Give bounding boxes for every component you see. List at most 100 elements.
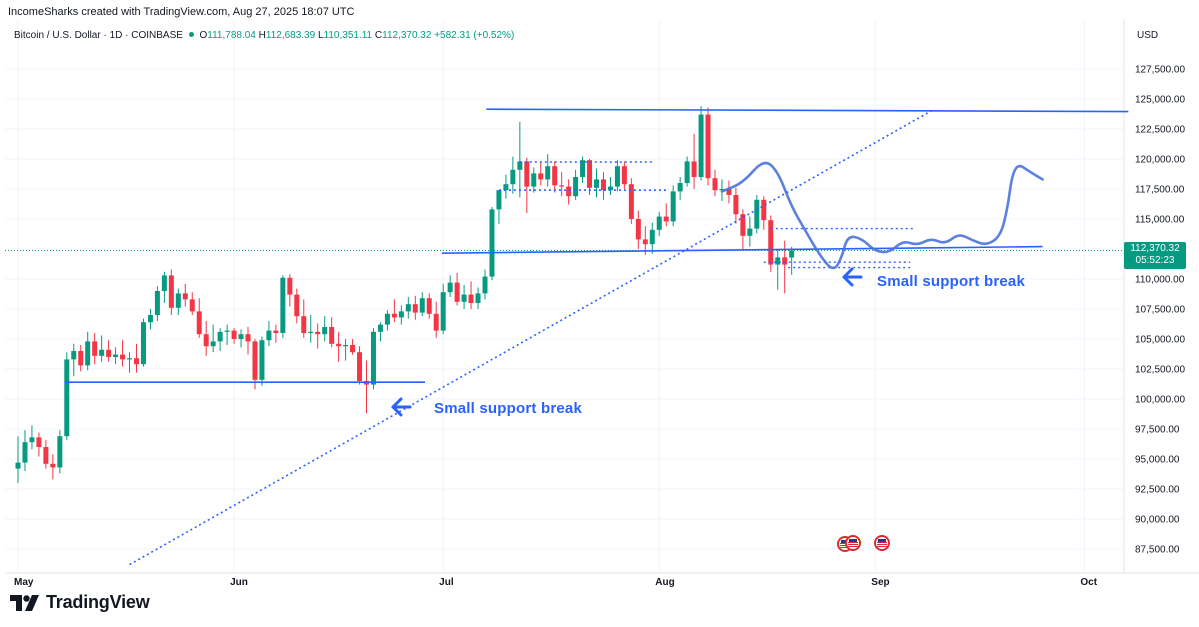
candle-body bbox=[440, 292, 446, 331]
candle bbox=[182, 283, 188, 307]
candle bbox=[747, 216, 753, 247]
candle-body bbox=[670, 191, 676, 222]
candle-body bbox=[85, 341, 91, 366]
economic-event-flag-icon[interactable] bbox=[874, 535, 890, 551]
candle bbox=[573, 169, 579, 200]
candle bbox=[99, 335, 105, 362]
y-tick-label: 87,500.00 bbox=[1135, 545, 1180, 556]
candle bbox=[447, 275, 453, 297]
candle bbox=[433, 301, 439, 338]
candle-body bbox=[64, 359, 70, 437]
candle-body bbox=[266, 330, 272, 341]
candle-body bbox=[168, 275, 174, 308]
y-tick-label: 115,000.00 bbox=[1135, 215, 1185, 226]
candle-body bbox=[712, 178, 718, 191]
candle-body bbox=[649, 229, 655, 245]
y-tick-label: 127,500.00 bbox=[1135, 65, 1185, 76]
candle-body bbox=[559, 185, 565, 187]
candle-body bbox=[189, 299, 195, 312]
candle bbox=[733, 187, 739, 224]
candle-body bbox=[426, 298, 432, 314]
candle bbox=[50, 454, 56, 480]
candle-body bbox=[719, 189, 725, 191]
candle bbox=[315, 323, 321, 349]
candle-body bbox=[357, 352, 363, 381]
candle bbox=[384, 310, 390, 331]
symbol-name[interactable]: Bitcoin / U.S. Dollar · 1D · COINBASE bbox=[14, 30, 183, 41]
candle bbox=[64, 352, 70, 440]
resistance-line bbox=[486, 108, 1129, 113]
candle bbox=[71, 343, 77, 377]
candle bbox=[350, 339, 356, 355]
economic-event-flag-icon[interactable] bbox=[845, 535, 861, 551]
candle bbox=[412, 295, 418, 320]
candle-body bbox=[377, 324, 383, 332]
candle bbox=[36, 432, 42, 457]
y-tick-label: 120,000.00 bbox=[1135, 155, 1185, 166]
candle bbox=[538, 161, 544, 186]
candle bbox=[294, 288, 300, 324]
arrow-left-icon bbox=[842, 267, 863, 287]
candle-body bbox=[510, 169, 516, 185]
candle-body bbox=[656, 216, 662, 230]
candle bbox=[454, 273, 460, 306]
candle-body bbox=[36, 437, 42, 447]
candle bbox=[580, 156, 586, 183]
high-value: 112,683.39 bbox=[265, 30, 316, 41]
y-tick-label: 122,500.00 bbox=[1135, 125, 1185, 136]
candle bbox=[85, 331, 91, 371]
candle-body bbox=[350, 345, 356, 353]
candle bbox=[370, 328, 376, 390]
tradingview-logo[interactable]: TradingView bbox=[10, 592, 150, 613]
change-value: +582.31 (+0.52%) bbox=[434, 30, 515, 41]
candle bbox=[545, 154, 551, 187]
candle bbox=[524, 157, 530, 213]
candle-body bbox=[475, 293, 481, 303]
candle bbox=[22, 430, 28, 471]
candle-body bbox=[57, 436, 63, 468]
candle bbox=[475, 287, 481, 309]
candle-body bbox=[538, 173, 544, 180]
candle-body bbox=[287, 277, 293, 295]
candle-body bbox=[210, 341, 216, 347]
y-tick-label: 95,000.00 bbox=[1135, 455, 1180, 466]
candle bbox=[308, 315, 314, 343]
y-tick-label: 125,000.00 bbox=[1135, 95, 1185, 106]
y-tick-label: 90,000.00 bbox=[1135, 515, 1180, 526]
candle bbox=[698, 106, 704, 181]
y-tick-label: 97,500.00 bbox=[1135, 425, 1180, 436]
candle bbox=[245, 327, 251, 355]
candle bbox=[336, 331, 342, 362]
candle bbox=[649, 222, 655, 254]
candle bbox=[322, 316, 328, 342]
candle-body bbox=[489, 209, 495, 277]
candle-body bbox=[245, 334, 251, 342]
candle bbox=[559, 172, 565, 197]
tradingview-logo-icon bbox=[10, 594, 39, 611]
candle bbox=[168, 269, 174, 315]
candle-body bbox=[29, 437, 35, 443]
candle bbox=[203, 321, 209, 356]
candle-body bbox=[761, 199, 767, 221]
annotation-support-break-2[interactable]: Small support break bbox=[877, 273, 1026, 290]
candle-body bbox=[594, 179, 600, 188]
candle bbox=[196, 298, 202, 338]
projection-path bbox=[720, 161, 1044, 270]
candle bbox=[482, 269, 488, 300]
candle bbox=[231, 328, 237, 344]
candle-body bbox=[196, 311, 202, 335]
candle bbox=[210, 324, 216, 353]
candle bbox=[92, 333, 98, 365]
candle-body bbox=[329, 327, 335, 344]
candle-body bbox=[517, 161, 523, 170]
candle-body bbox=[92, 341, 98, 356]
candle bbox=[621, 161, 627, 189]
candle bbox=[670, 185, 676, 227]
candle-body bbox=[705, 114, 711, 179]
currency-label[interactable]: USD bbox=[1137, 30, 1159, 41]
annotation-support-break-1[interactable]: Small support break bbox=[434, 400, 583, 417]
candle bbox=[127, 352, 133, 373]
open-label: O bbox=[199, 30, 208, 41]
candle-body bbox=[454, 282, 460, 302]
